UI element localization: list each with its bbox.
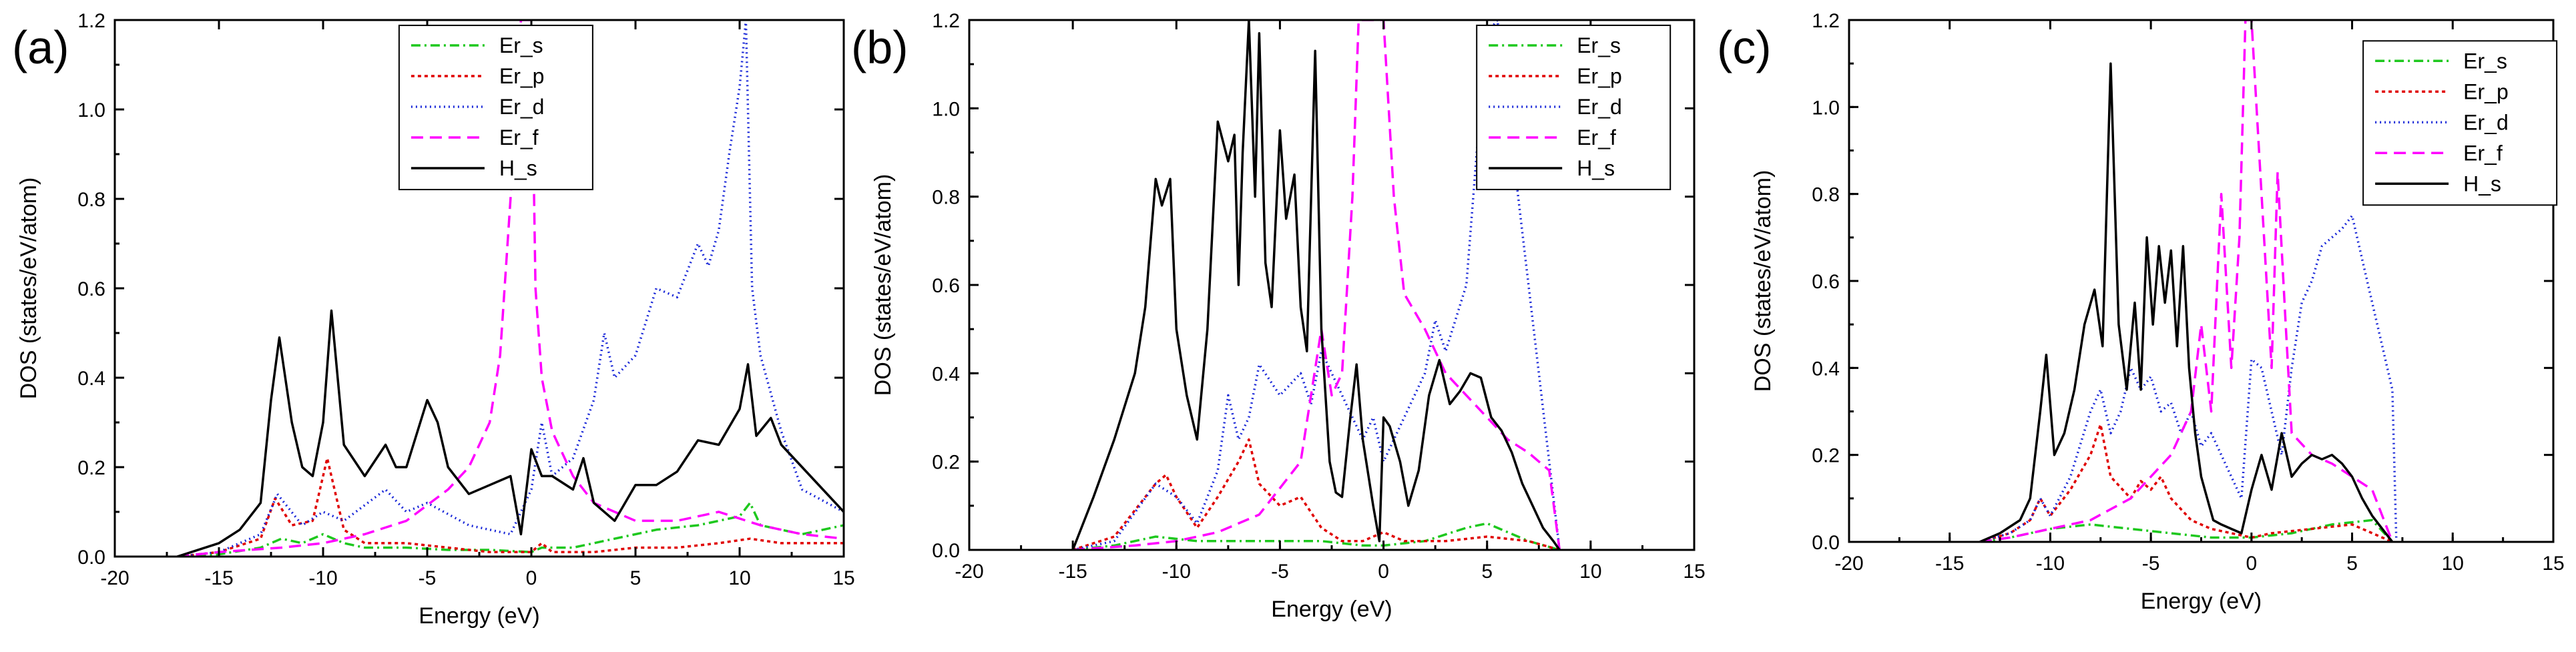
y-tick-label: 0.4 [1812,358,1840,380]
y-tick-label: 0.6 [932,275,960,297]
series-group [177,20,844,557]
legend-entry: H_s [499,156,537,180]
x-tick-label: -15 [204,567,233,589]
x-tick-label: -15 [1935,553,1964,575]
series-line-er-d [1072,20,1561,550]
legend-entry: Er_f [499,125,539,149]
series-line-er-f [1072,20,1561,550]
y-tick-label: 0.2 [932,452,960,474]
y-tick-label: 1.2 [1812,10,1840,32]
y-tick-label: 1.2 [932,10,960,32]
legend-entry: Er_f [1577,125,1616,149]
x-tick-label: 15 [2542,553,2564,575]
x-tick-label: 10 [1579,561,1601,583]
legend-entry: Er_p [499,64,545,88]
legend: Er_s Er_p Er_d Er_f H_s [398,25,593,191]
legend-entry: H_s [2463,172,2501,196]
legend-box [2362,40,2558,206]
legend-entry: Er_d [499,95,545,119]
legend-entry: Er_f [2463,141,2503,165]
y-tick-label: 0.6 [77,278,105,300]
panel-label: (c) [1717,21,1772,73]
x-tick-label: -5 [419,567,437,589]
x-tick-label: 15 [1683,561,1705,583]
series-line-er-d [1979,214,2398,542]
legend-entry: Er_d [1577,95,1622,119]
x-tick-label: 5 [1481,561,1493,583]
legend-entry: H_s [1577,156,1615,180]
panel-label: (a) [12,21,69,73]
y-tick-label: 0.8 [932,187,960,209]
x-tick-label: 0 [1378,561,1389,583]
x-tick-label: -5 [1271,561,1289,583]
y-tick-label: 0.0 [77,547,105,569]
legend: Er_s Er_p Er_d Er_f H_s [2362,40,2558,206]
x-tick-label: -20 [955,561,983,583]
series-group [1071,20,1561,550]
x-tick-label: -10 [1162,561,1191,583]
x-tick-label: 5 [2346,553,2358,575]
series-line-h-s [1071,20,1561,550]
y-tick-label: 1.2 [77,10,105,32]
legend-entry: Er_d [2463,110,2509,134]
x-tick-label: -10 [308,567,337,589]
x-tick-label: 5 [630,567,641,589]
legend: Er_s Er_p Er_d Er_f H_s [1476,24,1671,190]
legend-entry: Er_p [1577,64,1622,88]
x-tick-label: -20 [100,567,129,589]
panel-b: -20 -15 -10 -5 0 5 10 15 0.0 0.2 0.4 0.6 0.8 1.0 1.2 En… [851,10,1706,622]
y-tick-label: 1.0 [1812,97,1840,119]
legend-box [398,25,593,191]
y-tick-label: 0.0 [1812,532,1840,554]
y-tick-label: 0.6 [1812,271,1840,293]
x-tick-label: -15 [1058,561,1087,583]
legend-entry: Er_s [1577,33,1621,57]
x-axis-label: Energy (eV) [1271,597,1392,622]
y-tick-label: 0.4 [932,363,960,385]
y-tick-label: 0.4 [77,368,105,390]
y-tick-label: 0.0 [932,540,960,562]
y-tick-label: 0.2 [77,457,105,479]
y-axis-label: DOS (states/eV/atom) [1750,170,1776,392]
y-tick-label: 0.8 [1812,184,1840,206]
series-line-er-p [177,456,844,557]
series-line-er-f [1979,20,2394,542]
series-line-h-s [1979,62,2394,542]
series-line-er-s [1072,522,1560,550]
x-axis-label: Energy (eV) [419,603,539,629]
legend-entry: Er_p [2463,79,2509,103]
y-axis-label: DOS (states/eV/atom) [870,174,896,396]
legend-entry: Er_s [2463,49,2507,73]
series-line-er-s [177,501,844,557]
x-tick-label: 10 [2442,553,2464,575]
legend-box [1476,24,1671,190]
series-group [1979,20,2398,542]
series-line-h-s [177,309,844,557]
x-tick-label: 0 [2246,553,2258,575]
y-axis-label: DOS (states/eV/atom) [16,178,41,400]
x-tick-label: 10 [728,567,750,589]
x-tick-label: -5 [2142,553,2160,575]
x-tick-label: 15 [832,567,854,589]
y-tick-label: 0.8 [77,189,105,211]
x-tick-label: 0 [526,567,537,589]
y-tick-label: 0.2 [1812,445,1840,467]
series-line-er-p [1072,438,1560,550]
y-tick-label: 1.0 [77,99,105,121]
legend-entry: Er_s [499,33,543,57]
panel-a: -20 -15 -10 -5 0 5 10 15 0.0 0.2 0.4 0.6 0.8 1.0 1.2 En… [12,10,855,629]
y-tick-label: 1.0 [932,98,960,120]
panel-label: (b) [851,21,909,73]
series-line-er-f [177,20,844,557]
x-tick-label: -20 [1834,553,1863,575]
panel-c: -20 -15 -10 -5 0 5 10 15 0.0 0.2 0.4 0.6 0.8 1.0 1.2 En… [1717,10,2565,614]
x-tick-label: -10 [2036,553,2065,575]
x-axis-label: Energy (eV) [2141,589,2262,614]
